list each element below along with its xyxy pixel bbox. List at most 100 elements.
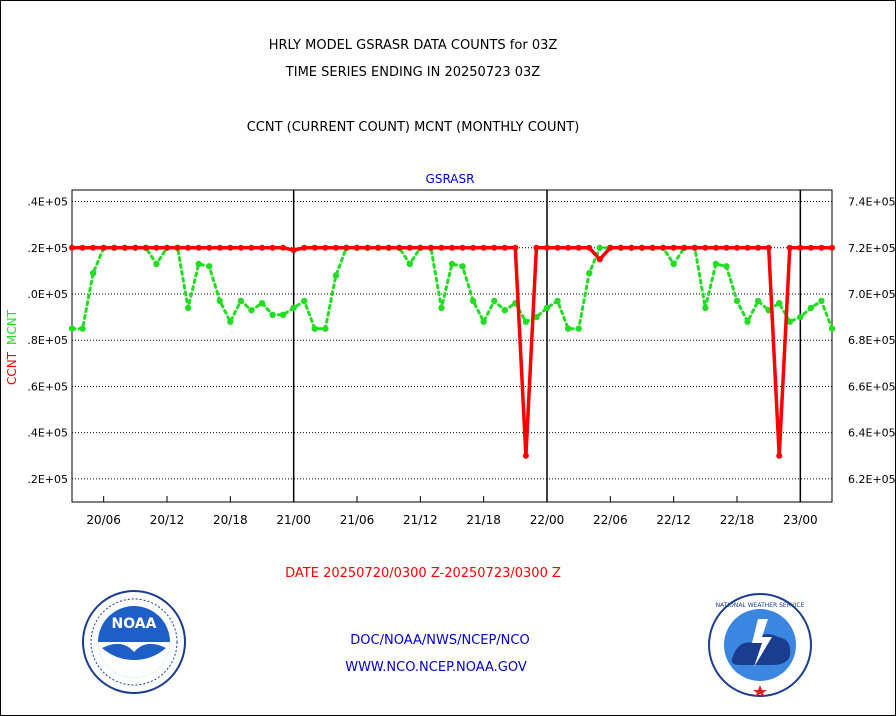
data-point-ccnt [354,244,360,251]
y-right-tick-label: 6.2E+05 [848,473,896,486]
nws-logo: NATIONAL WEATHER SERVICE [708,593,812,697]
data-point-ccnt [100,244,107,251]
data-point-mcnt [269,311,276,318]
data-point-ccnt [164,244,170,251]
data-point-ccnt [470,244,477,251]
y-right-tick-label: 7.4E+05 [848,196,896,209]
data-point-ccnt [755,244,762,251]
data-point-mcnt [533,313,540,321]
data-point-ccnt [691,244,698,251]
data-point-ccnt [227,244,234,251]
y-right-tick-label: 7.2E+05 [848,242,896,255]
data-point-mcnt [279,311,287,318]
y-left-tick-label: .0E+05 [27,288,68,301]
data-point-mcnt [818,297,825,305]
x-tick-label: 21/12 [403,513,438,527]
chart-subtitle: CCNT (CURRENT COUNT) MCNT (MONTHLY COUNT… [246,120,580,135]
data-point-ccnt [111,244,118,251]
data-point-ccnt [90,244,97,251]
data-point-ccnt [290,247,297,254]
data-point-ccnt [723,244,730,251]
x-tick-label: 21/06 [340,513,375,527]
data-point-ccnt [501,244,508,251]
data-point-mcnt [311,325,318,332]
data-point-mcnt [79,325,86,332]
data-point-ccnt [818,244,825,251]
data-point-mcnt [744,318,751,325]
date-range: DATE 20250720/0300 Z-20250723/0300 Z [285,566,561,581]
y-right-tick-label: 7.0E+05 [848,288,896,301]
data-point-mcnt [206,263,213,270]
data-point-ccnt [417,244,424,251]
data-point-ccnt [142,244,149,251]
data-point-mcnt [332,272,340,279]
data-point-mcnt [554,297,561,305]
y-left-tick-label: .4E+05 [27,427,68,440]
website-link[interactable]: WWW.NCO.NCEP.NOAA.GOV [345,660,527,675]
data-point-ccnt [364,244,371,251]
data-point-ccnt [280,244,287,251]
data-point-mcnt [733,297,741,305]
data-point-mcnt [184,304,192,312]
data-point-ccnt [153,244,160,251]
data-point-mcnt [723,263,730,270]
data-point-ccnt [533,244,540,251]
chart-title-line2: TIME SERIES ENDING IN 20250723 03Z [285,65,541,80]
y-right-tick-label: 6.6E+05 [848,380,896,393]
series-line-ccnt [70,246,834,456]
data-point-ccnt [216,244,223,251]
data-point-ccnt [522,452,529,459]
data-point-ccnt [491,244,498,251]
x-tick-label: 22/00 [530,513,565,527]
data-point-mcnt [480,318,487,325]
data-point-ccnt [132,244,139,251]
data-point-mcnt [754,297,762,305]
data-point-mcnt [797,313,804,321]
noaa-logo: NOAA [82,590,186,694]
data-point-ccnt [575,244,582,251]
data-point-mcnt [322,325,329,332]
data-point-ccnt [269,244,276,251]
data-point-mcnt [406,260,413,268]
data-point-ccnt [765,244,772,251]
x-tick-label: 21/00 [276,513,311,527]
data-point-ccnt [660,244,667,251]
x-tick-label: 20/12 [150,513,185,527]
data-point-mcnt [522,318,530,325]
data-point-mcnt [828,325,836,332]
data-point-ccnt [195,244,202,251]
data-point-mcnt [543,304,551,312]
x-tick-label: 22/18 [720,513,755,527]
data-point-ccnt [607,244,614,251]
data-point-ccnt [406,244,413,251]
y-left-tick-label: .6E+05 [27,380,68,393]
data-point-mcnt [564,325,572,332]
data-point-ccnt [639,244,645,251]
data-point-mcnt [712,260,720,268]
data-point-ccnt [617,244,624,251]
data-point-mcnt [227,318,234,325]
data-point-ccnt [807,244,814,251]
data-point-mcnt [491,297,498,305]
data-point-ccnt [565,244,572,251]
data-point-ccnt [206,244,213,251]
data-point-ccnt [174,244,181,251]
data-point-ccnt [385,244,392,251]
chart-title-line1: HRLY MODEL GSRASR DATA COUNTS for 03Z [268,38,558,53]
data-point-mcnt [290,304,297,312]
data-point-ccnt [702,244,709,251]
data-point-ccnt [332,244,339,251]
data-point-ccnt [259,244,265,251]
data-point-ccnt [786,244,793,251]
y-right-tick-label: 6.8E+05 [848,334,896,347]
x-tick-label: 22/12 [656,513,691,527]
data-point-ccnt [322,244,329,251]
panel-label: GSRASR [425,172,475,186]
data-point-ccnt [438,244,445,251]
data-point-ccnt [670,244,677,251]
data-point-mcnt [670,260,677,268]
data-point-ccnt [185,244,192,251]
y-right-tick-label: 6.4E+05 [848,427,896,440]
data-point-ccnt [596,256,603,263]
data-point-mcnt [596,244,603,251]
